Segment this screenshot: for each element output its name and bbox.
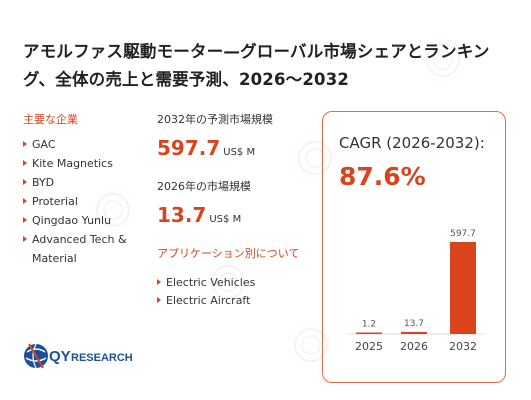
chart-bar: [450, 242, 476, 334]
company-item: Proterial: [23, 192, 151, 211]
key-companies-label: 主要な企業: [23, 113, 78, 126]
bullet-triangle-icon: [23, 217, 27, 223]
logo-text-prefix: QY: [49, 348, 71, 365]
logo-text-suffix: RESEARCH: [71, 352, 132, 364]
forecast-2032-value: 597.7 US$ M: [157, 137, 322, 164]
forecast-2032-unit: US$ M: [223, 147, 256, 158]
market-2026-value: 13.7 US$ M: [157, 204, 322, 231]
company-item: Qingdao Yunlu: [23, 211, 151, 230]
chart-value-label: 1.2: [362, 320, 376, 330]
market-2026-label: 2026年の市場規模: [157, 180, 251, 193]
bullet-triangle-icon: [23, 179, 27, 185]
forecast-2032-label: 2032年の予測市場規模: [157, 113, 273, 126]
application-item: Electric Vehicles: [157, 274, 322, 292]
chart-bar: [401, 331, 427, 334]
page-title: アモルファス駆動モーター—グローバル市場シェアとランキング、全体の売上と需要予測…: [23, 42, 490, 89]
cagr-card: CAGR (2026-2032): 87.6% 1.2 2025 13.7 2026 5…: [322, 111, 506, 383]
qyresearch-logo: QY RESEARCH: [24, 343, 132, 369]
chart-bar: [356, 332, 382, 334]
chart-category-label: 2026: [400, 340, 428, 353]
cagr-value: 87.6%: [339, 162, 426, 191]
bullet-triangle-icon: [157, 297, 161, 303]
market-2026-unit: US$ M: [209, 214, 242, 225]
market-size-section: 2032年の予測市場規模 597.7 US$ M 2026年の市場規模 13.7 U…: [157, 113, 322, 310]
bullet-triangle-icon: [23, 141, 27, 147]
application-list: Electric Vehicles Electric Aircraft: [157, 274, 322, 310]
bullet-triangle-icon: [23, 160, 27, 166]
company-item: Advanced Tech & Material: [23, 230, 151, 268]
growth-bar-chart: 1.2 2025 13.7 2026 597.7 2032: [349, 229, 483, 353]
chart-category-label: 2025: [355, 340, 383, 353]
company-item: GAC: [23, 135, 151, 154]
bullet-triangle-icon: [157, 279, 161, 285]
applications-label: アプリケーション別について: [157, 247, 300, 260]
cagr-label: CAGR (2026-2032):: [339, 134, 485, 152]
bullet-triangle-icon: [23, 236, 27, 242]
chart-category-label: 2032: [449, 340, 477, 353]
application-item: Electric Aircraft: [157, 292, 322, 310]
key-companies-section: 主要な企業 GAC Kite Magnetics BYD Proterial Q…: [23, 113, 151, 268]
chart-value-label: 13.7: [404, 319, 424, 329]
forecast-2032-number: 597.7: [157, 136, 221, 160]
market-2026-number: 13.7: [157, 203, 207, 227]
company-item: Kite Magnetics: [23, 154, 151, 173]
bullet-triangle-icon: [23, 198, 27, 204]
company-list: GAC Kite Magnetics BYD Proterial Qingdao…: [23, 135, 151, 268]
chart-value-label: 597.7: [450, 229, 476, 239]
company-item: BYD: [23, 173, 151, 192]
